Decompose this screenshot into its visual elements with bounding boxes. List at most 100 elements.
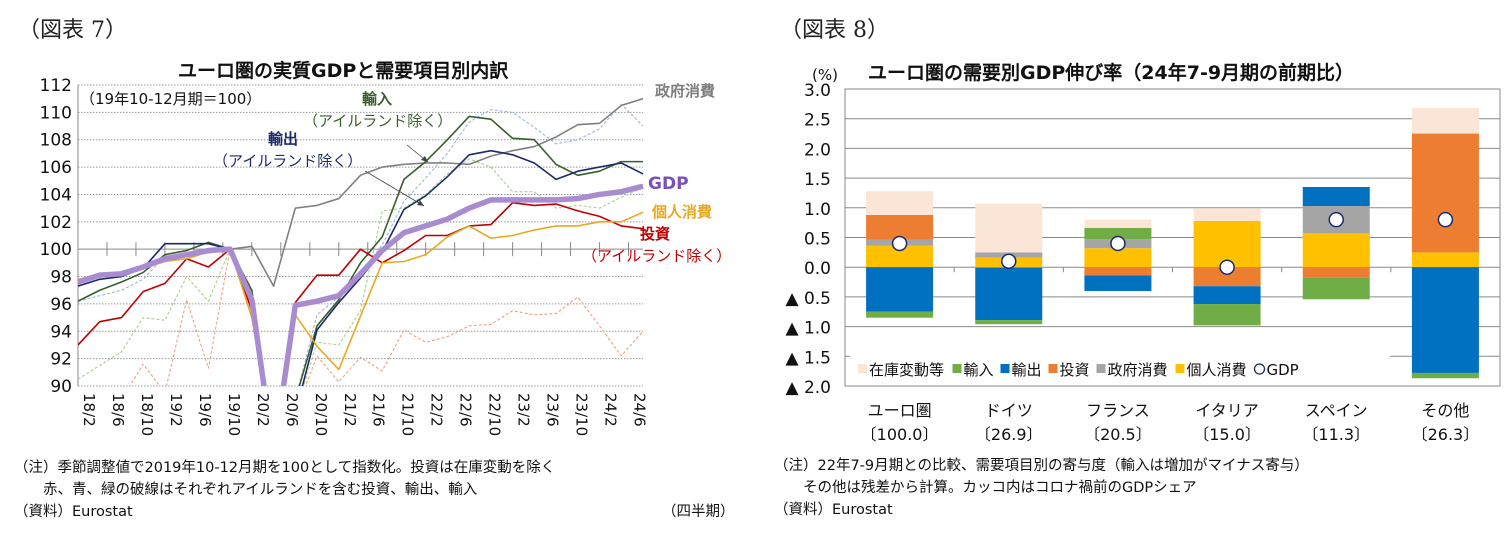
bar-segment bbox=[1084, 275, 1152, 291]
y-tick-label: 1.0 bbox=[804, 200, 831, 220]
y-tick-label: 0.0 bbox=[804, 259, 831, 279]
bar-segment bbox=[1084, 227, 1152, 240]
category-label: フランス bbox=[1086, 401, 1150, 420]
y-tick-label: 94 bbox=[50, 322, 72, 342]
category-label: ドイツ bbox=[985, 401, 1033, 420]
series-line bbox=[78, 103, 644, 386]
right-note-1: （注）22年7-9月期との比較、需要項目別の寄与度（輸入は増加がマイナス寄与） bbox=[774, 458, 1309, 474]
bar-segment bbox=[1411, 372, 1479, 379]
y-tick-label: 106 bbox=[40, 158, 72, 178]
left-note-2: 赤、青、緑の破線はそれぞれアイルランドを含む投資、輸出、輸入 bbox=[14, 482, 478, 498]
bar-segment bbox=[1302, 277, 1370, 300]
legend-box bbox=[850, 355, 1390, 383]
label-imp-sub: （アイルランド除く） bbox=[303, 112, 453, 130]
x-tick-label: 22/2 bbox=[428, 393, 446, 427]
x-tick-label: 22/6 bbox=[457, 393, 475, 427]
gdp-marker bbox=[891, 235, 908, 252]
gdp-marker bbox=[1110, 235, 1126, 252]
bar-segment bbox=[1302, 187, 1370, 207]
x-tick-label: 23/10 bbox=[573, 393, 591, 436]
legend-label: 投資 bbox=[1060, 361, 1090, 379]
legend-label: 政府消費 bbox=[1108, 361, 1168, 379]
bar-segment bbox=[866, 245, 934, 268]
y-tick-label: ▲ 2.0 bbox=[785, 378, 831, 398]
imp-arrow-head bbox=[421, 156, 428, 162]
y-tick-label: 2.0 bbox=[804, 140, 831, 160]
legend-gdp-marker bbox=[1253, 363, 1266, 375]
gdp-marker bbox=[1328, 211, 1344, 228]
y-tick-label: 0.5 bbox=[804, 230, 831, 250]
legend-swatch bbox=[952, 364, 962, 373]
y-tick-label: 90 bbox=[50, 377, 72, 397]
y-tick-label: 110 bbox=[40, 103, 72, 123]
series-line bbox=[78, 201, 644, 386]
x-tick-label: 23/2 bbox=[515, 393, 533, 427]
bar-segment bbox=[1084, 267, 1152, 276]
x-tick-label: 19/6 bbox=[196, 393, 214, 427]
label-gdp: GDP bbox=[648, 174, 689, 194]
y-tick-label: 3.0 bbox=[804, 81, 831, 101]
legend-swatch bbox=[1048, 364, 1058, 373]
category-label: ユーロ圏 bbox=[868, 401, 932, 420]
category-label: スペイン bbox=[1305, 401, 1368, 420]
category-share: 〔26.3〕 bbox=[1412, 425, 1480, 444]
label-exp: 輸出 bbox=[268, 130, 299, 148]
series-line bbox=[78, 115, 643, 386]
x-tick-label: 23/6 bbox=[544, 393, 562, 427]
category-label: その他 bbox=[1421, 401, 1469, 420]
label-gov: 政府消費 bbox=[655, 82, 716, 100]
x-tick-label: 22/10 bbox=[486, 393, 504, 436]
x-tick-label: 18/10 bbox=[138, 393, 156, 436]
bar-segment bbox=[1411, 133, 1479, 253]
bar-segment bbox=[1411, 108, 1479, 134]
category-share: 〔11.3〕 bbox=[1302, 425, 1370, 444]
legend-label: 個人消費 bbox=[1187, 361, 1247, 379]
bar-segment bbox=[1193, 304, 1261, 326]
figure-7-label: （図表 7） bbox=[18, 18, 127, 43]
series-line bbox=[78, 211, 644, 386]
exp-arrow-line bbox=[364, 170, 425, 207]
y-tick-label: 92 bbox=[50, 350, 72, 370]
bar-segment bbox=[1411, 267, 1479, 373]
label-exp-sub: （アイルランド除く） bbox=[213, 152, 363, 170]
series-line bbox=[78, 183, 644, 386]
left-x-unit: （四半期） bbox=[662, 504, 735, 520]
bar-segment bbox=[866, 267, 934, 312]
y-tick-label: 2.5 bbox=[804, 111, 831, 131]
right-y-unit: (%) bbox=[812, 66, 838, 84]
x-tick-label: 18/2 bbox=[80, 393, 98, 427]
y-tick-label: ▲ 1.0 bbox=[785, 319, 831, 339]
bar-segment bbox=[866, 191, 934, 215]
figure-8-label: （図表 8） bbox=[780, 18, 889, 43]
bar-segment bbox=[1084, 219, 1152, 228]
label-inv-sub: （アイルランド除く） bbox=[582, 247, 732, 265]
bar-segment bbox=[975, 203, 1043, 253]
y-tick-label: ▲ 0.5 bbox=[785, 289, 831, 309]
series-group bbox=[78, 97, 644, 386]
right-chart-title: ユーロ圏の需要別GDP伸び率（24年7-9月期の前期比） bbox=[868, 62, 1355, 84]
left-source: （資料）Eurostat bbox=[14, 504, 133, 520]
exp-arrow-head bbox=[417, 200, 424, 206]
x-tick-label: 20/2 bbox=[254, 393, 272, 427]
y-tick-label: 1.5 bbox=[804, 170, 831, 190]
legend-swatch bbox=[1000, 364, 1010, 373]
series-line bbox=[78, 149, 644, 386]
right-note-2: その他は残差から計算。カッコ内はコロナ禍前のGDPシェア bbox=[774, 480, 1197, 496]
legend-label: 輸出 bbox=[1012, 361, 1042, 379]
x-tick-label: 20/6 bbox=[283, 393, 301, 427]
gdp-marker bbox=[1437, 211, 1454, 228]
category-share: 〔26.9〕 bbox=[975, 425, 1043, 444]
right-bar-chart: 3.0 2.5 2.0 1.5 1.0 0.5 0.0 ▲ 0.5 ▲ 1.0 ▲ 1.5 ▲ 2.… bbox=[785, 81, 1501, 444]
y-tick-label: ▲ 1.5 bbox=[785, 348, 831, 368]
x-tick-label: 21/2 bbox=[341, 393, 359, 427]
category-share: 〔20.5〕 bbox=[1084, 425, 1152, 444]
x-tick-label: 19/10 bbox=[225, 393, 243, 436]
y-tick-label: 112 bbox=[40, 76, 72, 96]
bar-segment bbox=[1084, 248, 1152, 268]
y-tick-label: 96 bbox=[50, 295, 72, 315]
legend-label: 輸入 bbox=[964, 361, 994, 379]
bar-segment bbox=[866, 311, 934, 318]
x-tick-label: 20/10 bbox=[312, 393, 330, 436]
category-share: 〔15.0〕 bbox=[1193, 425, 1261, 444]
